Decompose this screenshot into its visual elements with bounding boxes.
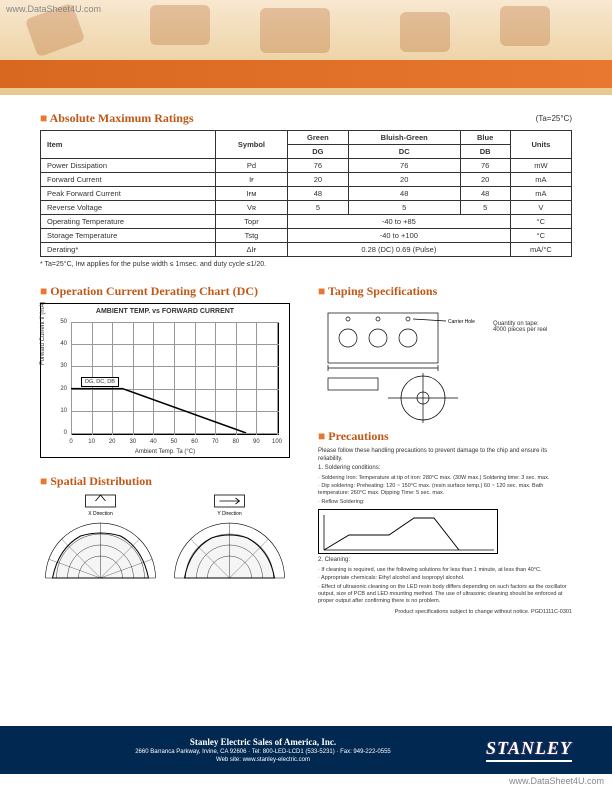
taping-diagram: Carrier Hole Quantity on tape: 4000 piec… [318, 303, 548, 423]
th-green: Green [287, 131, 348, 145]
reflow-profile-diagram [318, 509, 498, 554]
th-bg: Bluish-Green [348, 131, 460, 145]
svg-text:Y Direction: Y Direction [217, 511, 242, 517]
th-dc: DC [348, 145, 460, 159]
ratings-title: Absolute Maximum Ratings [40, 111, 572, 126]
precautions-body: Please follow these handling precautions… [318, 448, 572, 616]
precautions-1a: · Soldering Iron: Temperature at tip of … [318, 475, 572, 482]
ta-condition: (Ta=25°C) [536, 114, 572, 123]
stanley-logo: STANLEY [486, 738, 572, 762]
svg-text:Carrier Hole: Carrier Hole [448, 319, 475, 325]
th-units: Units [510, 131, 571, 159]
th-db: DB [460, 145, 510, 159]
footer-address: 2660 Barranca Parkway, Irvine, CA 92606 … [40, 749, 486, 755]
derating-chart: AMBIENT TEMP. vs FORWARD CURRENT Forward… [40, 303, 290, 458]
precautions-1-title: 1. Soldering conditions: [318, 465, 572, 473]
precautions-title: Precautions [318, 429, 572, 444]
th-dg: DG [287, 145, 348, 159]
watermark-url-bottom: www.DataSheet4U.com [509, 776, 604, 786]
chart-title: AMBIENT TEMP. vs FORWARD CURRENT [41, 308, 289, 315]
ratings-table: Item Symbol Green Bluish-Green Blue Unit… [40, 130, 572, 257]
ratings-footnote: * Ta=25°C, Iғᴍ applies for the pulse wid… [40, 261, 572, 268]
spatial-distribution: X Direction [40, 493, 290, 583]
spatial-title: Spatial Distribution [40, 474, 300, 489]
polar-x: X Direction [40, 493, 161, 583]
svg-text:X Direction: X Direction [88, 511, 113, 517]
th-symbol: Symbol [216, 131, 288, 159]
derating-title: Operation Current Derating Chart (DC) [40, 284, 300, 299]
footer-web: Web site: www.stanley-electric.com [40, 757, 486, 763]
disclaimer: Product specifications subject to change… [318, 609, 572, 616]
precautions-1c: · Reflow Soldering: [318, 499, 572, 506]
x-axis-label: Ambient Temp. Ta (°C) [41, 449, 289, 455]
precautions-2-title: 2. Cleaning: [318, 557, 572, 565]
precautions-2a: · If cleaning is required, use the follo… [318, 567, 572, 574]
footer-company: Stanley Electric Sales of America, Inc. [40, 737, 486, 747]
polar-y: Y Direction [169, 493, 290, 583]
table-row: Reverse Voltage Vʀ 5 5 5 V [41, 201, 572, 215]
table-row: Storage Temperature Tstg -40 to +100 °C [41, 229, 572, 243]
th-blue: Blue [460, 131, 510, 145]
header-image-band [0, 0, 612, 95]
precautions-intro: Please follow these handling precautions… [318, 448, 572, 463]
taping-note: Quantity on tape: 4000 pieces per reel [493, 321, 548, 333]
watermark-url-top: www.DataSheet4U.com [6, 4, 101, 14]
y-axis-label: Forward Current If (mA) [40, 301, 46, 364]
taping-title: Taping Specifications [318, 284, 572, 299]
precautions-1b: · Dip soldering: Preheating: 120 ~ 150°C… [318, 483, 572, 497]
table-row: Forward Current Iғ 20 20 20 mA [41, 173, 572, 187]
page-content: Absolute Maximum Ratings (Ta=25°C) Item … [0, 95, 612, 618]
table-row: Operating Temperature Topr -40 to +85 °C [41, 215, 572, 229]
precautions-2b: · Appropriate chemicals: Ethyl alcohol a… [318, 575, 572, 582]
table-row: Power Dissipation Pd 76 76 76 mW [41, 159, 572, 173]
page-footer: Stanley Electric Sales of America, Inc. … [0, 726, 612, 774]
table-row: Peak Forward Current Iғᴍ 48 48 48 mA [41, 187, 572, 201]
precautions-2c: · Effect of ultrasonic cleaning on the L… [318, 584, 572, 605]
th-item: Item [41, 131, 216, 159]
table-row: Derating* ΔIғ 0.28 (DC) 0.69 (Pulse) mA/… [41, 243, 572, 257]
